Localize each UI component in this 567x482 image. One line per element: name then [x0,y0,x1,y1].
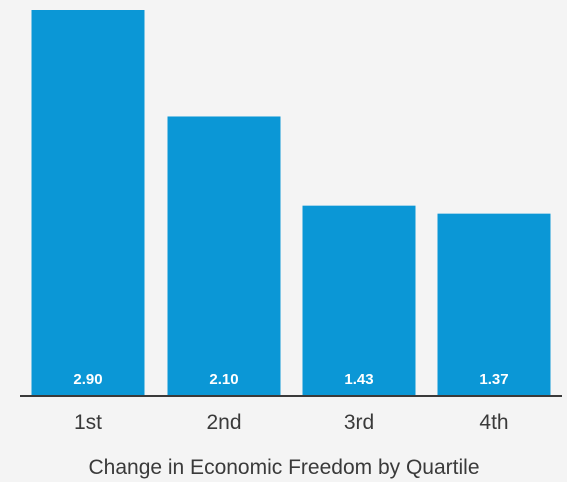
x-tick-label: 4th [479,411,508,434]
bar-3rd [302,205,416,396]
bars-group [31,10,551,396]
bar-labels-group: 2.90 2.10 1.43 1.37 [73,371,508,388]
bar-2nd [167,116,281,396]
bar-value-label: 1.43 [344,371,373,388]
x-tick-label: 3rd [344,411,374,434]
bar-value-label: 2.90 [73,371,102,388]
bar-4th [437,213,551,396]
x-axis-title: Change in Economic Freedom by Quartile [88,456,479,479]
x-tick-label: 2nd [206,411,241,434]
x-tick-label: 1st [74,411,102,434]
bar-1st [31,10,145,396]
bar-value-label: 2.10 [209,371,238,388]
tick-labels-group: 1st 2nd 3rd 4th [74,411,509,434]
bar-value-label: 1.37 [479,371,508,388]
